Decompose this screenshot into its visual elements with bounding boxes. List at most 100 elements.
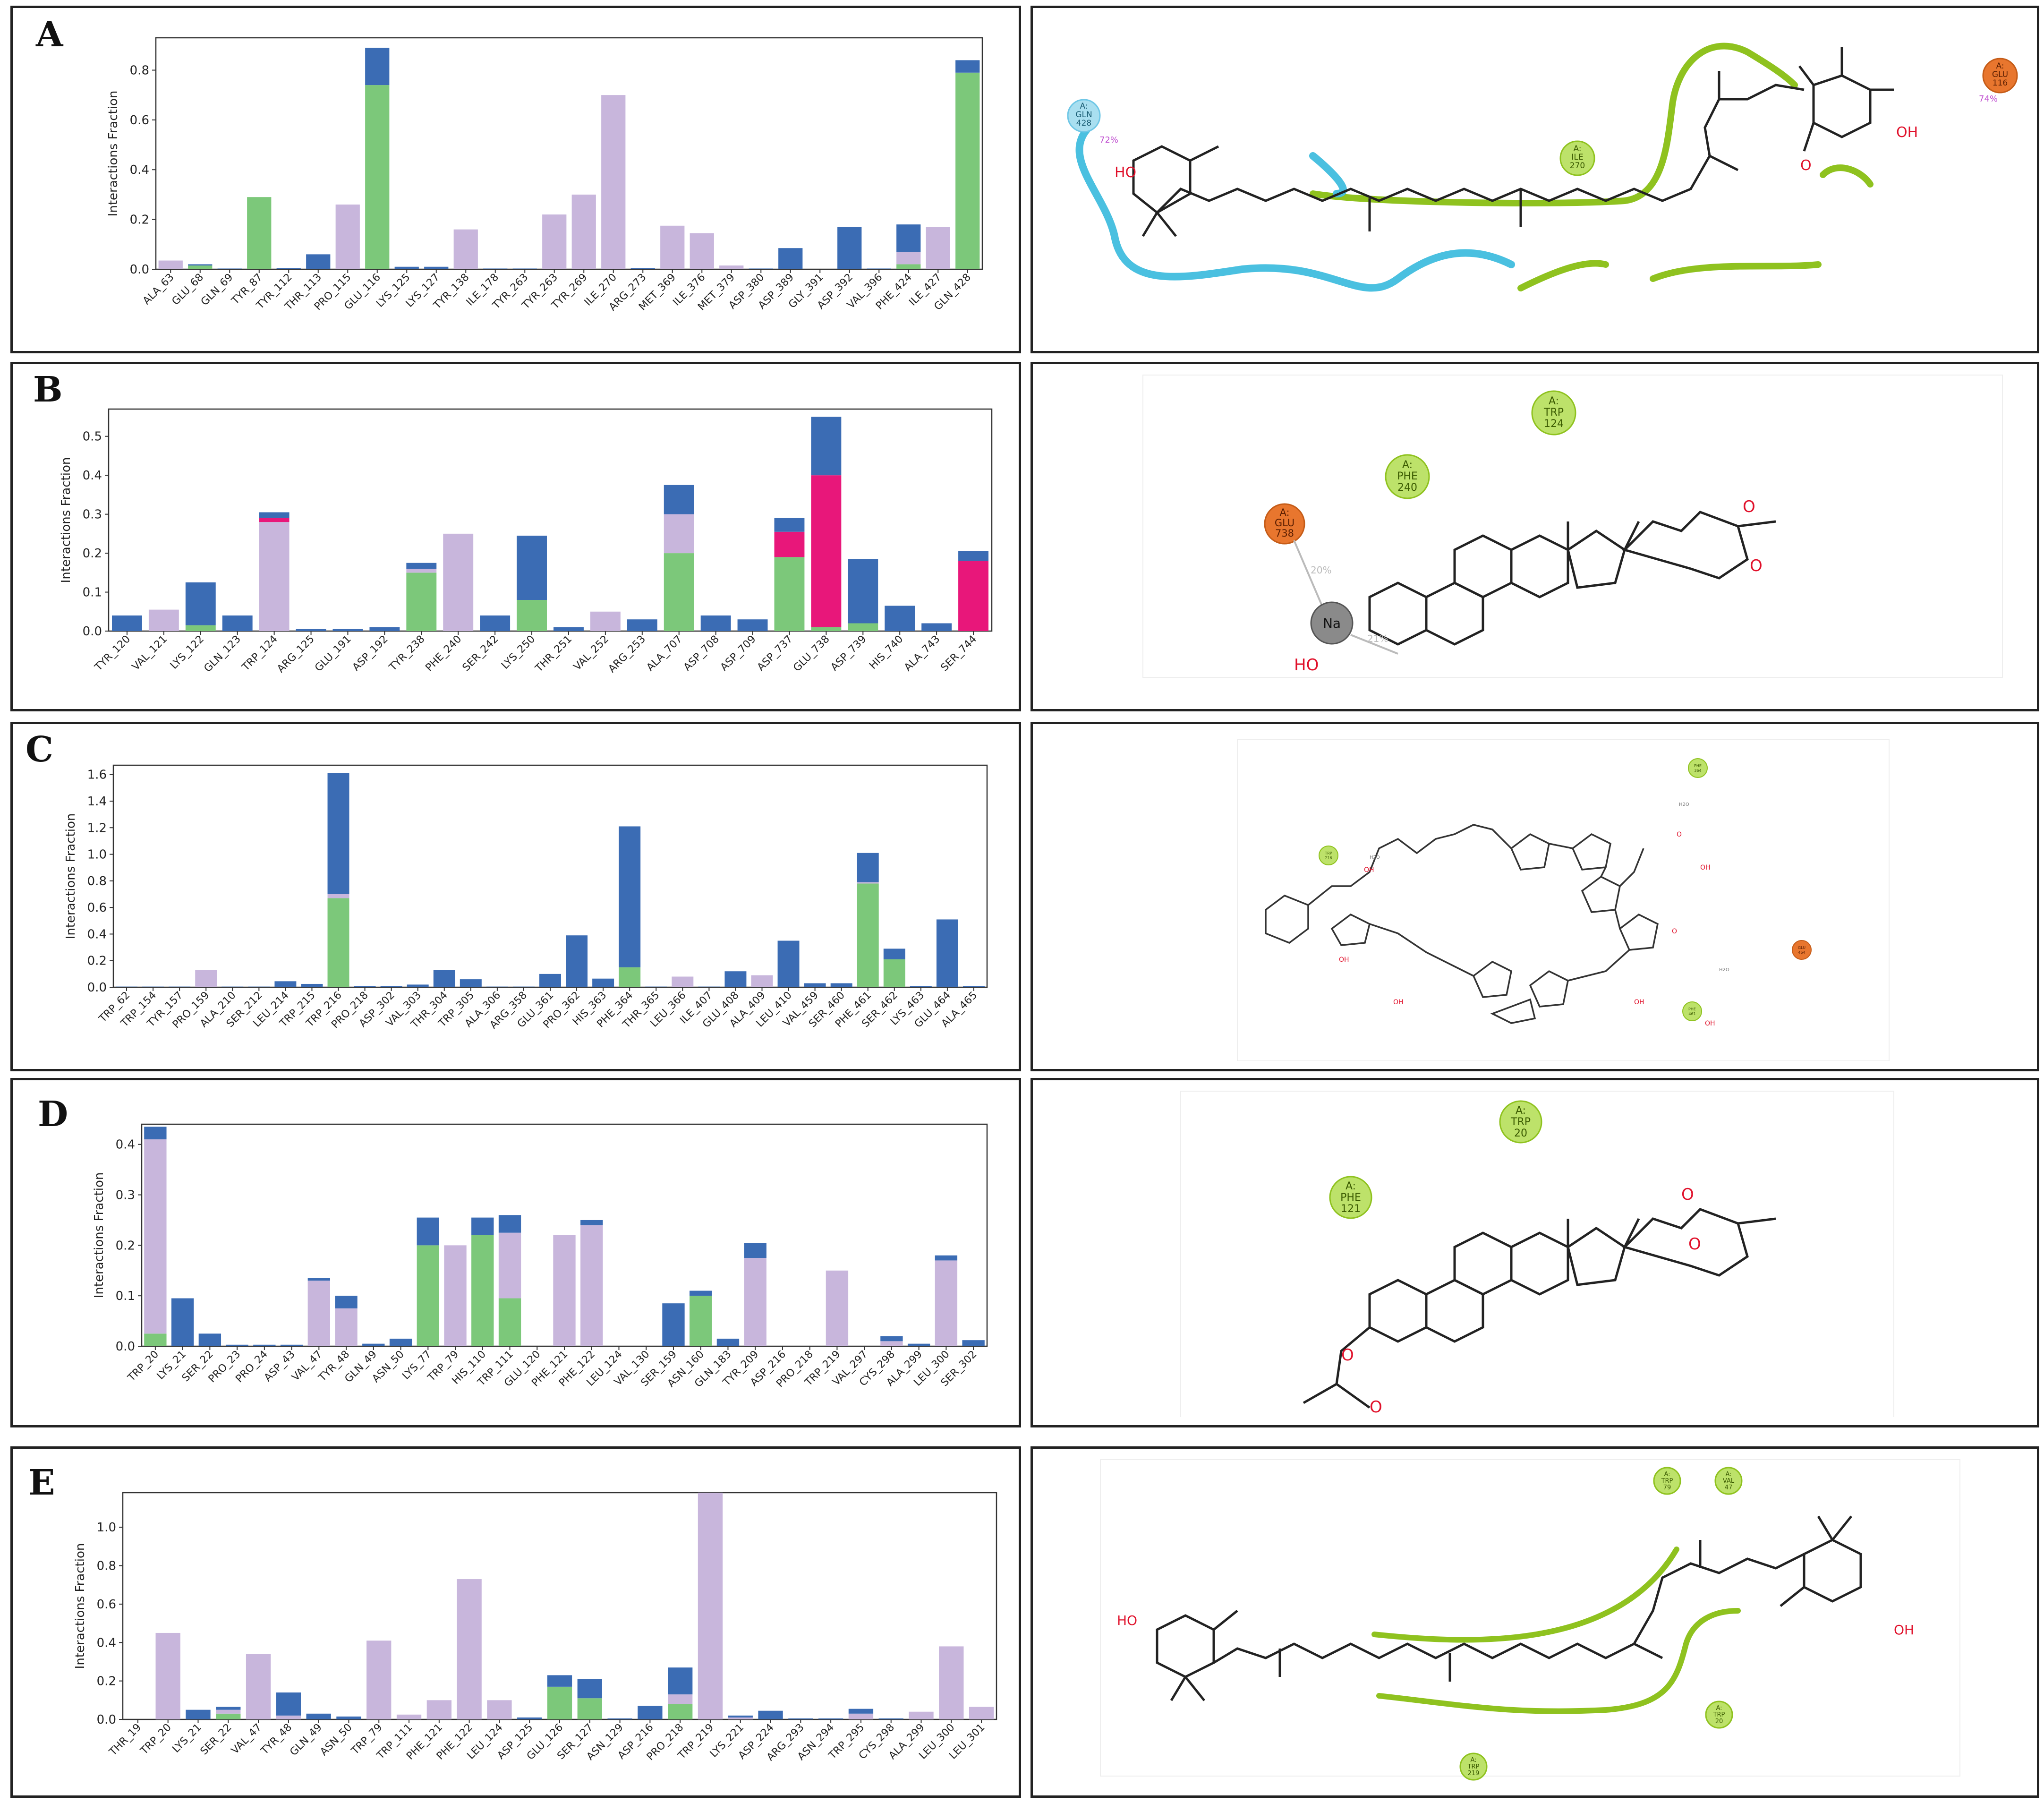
bar-segment-blue <box>749 268 773 269</box>
bar-segment-blue <box>716 1338 740 1346</box>
residue-label: 461 <box>1688 1012 1695 1016</box>
bar-segment-lilac <box>857 882 879 884</box>
bar-segment-blue <box>638 1706 663 1719</box>
bar-segment-green <box>811 627 842 631</box>
bar-segment-blue <box>276 268 301 269</box>
bar-segment-blue <box>857 853 879 882</box>
y-axis-label: Interactions Fraction <box>106 91 120 217</box>
residue-label: 219 <box>1468 1770 1480 1777</box>
bar-segment-lilac <box>571 194 596 269</box>
bar-segment-blue <box>935 1255 958 1261</box>
y-tick-label: 0.2 <box>97 1675 116 1689</box>
bar-segment-green <box>517 600 547 631</box>
ion-label: Na <box>1323 615 1341 631</box>
panel-d-ligand-diagram: A: TRP 20 A: PHE 121 O O O O <box>1180 1091 1894 1417</box>
atom-label: O <box>1688 1235 1701 1254</box>
residue-label: A: <box>1664 1471 1670 1478</box>
bar-segment-blue <box>896 224 921 252</box>
bar-segment-blue <box>547 1675 572 1687</box>
panel-e-bar-chart: 0.0 0.2 0.4 0.6 0.8 1.0 Interactions Fraction T… <box>73 1492 997 1763</box>
panel-label-d: D <box>38 1094 68 1135</box>
bar-segment-green <box>185 625 216 631</box>
bar-segment-blue <box>362 1343 385 1346</box>
bar-segment-blue <box>471 1217 494 1235</box>
bar-segment-lilac <box>926 227 950 269</box>
bar-segment-blue <box>276 1692 301 1716</box>
bar-segment-green <box>417 1245 439 1346</box>
bar-segment-blue <box>280 1344 303 1346</box>
atom-label: HO <box>1115 164 1136 181</box>
bar-segment-blue <box>848 559 878 624</box>
atom-label: O <box>1370 1398 1382 1417</box>
residue-val47-bubble <box>1714 1467 1743 1495</box>
bar-segment-lilac <box>553 1235 576 1346</box>
residue-label: GLN <box>1075 110 1092 120</box>
bar-segment-blue <box>848 1709 874 1714</box>
x-tick-label: ALA_743 <box>902 633 942 674</box>
x-tick-label: HIS_740 <box>867 633 905 672</box>
residue-label: TRP <box>1543 407 1564 419</box>
y-tick-label: 1.2 <box>87 821 107 835</box>
water-label: H2O <box>1719 967 1729 973</box>
atom-label: OH <box>1364 866 1374 874</box>
y-axis-label: Interactions Fraction <box>59 457 73 583</box>
interaction-percent: 20% <box>1311 564 1331 576</box>
bar-segment-blue <box>216 1707 241 1710</box>
x-tick-label: PHE_240 <box>423 633 464 674</box>
panel-b-ligand-diagram: A: GLU 738 20% Na 21% A: TRP 124 A: PHE … <box>1142 375 2003 678</box>
residue-label: A: <box>1516 1105 1526 1117</box>
bar-segment-blue <box>307 1278 330 1281</box>
y-tick-label: 0.6 <box>97 1598 116 1612</box>
residue-label: 124 <box>1544 418 1564 430</box>
residue-gln428-bubble <box>1067 99 1101 133</box>
bar-segment-blue <box>907 1343 930 1346</box>
atom-label: OH <box>1896 124 1918 141</box>
bar-segment-blue <box>460 979 482 987</box>
residue-label: PHE <box>1688 1007 1696 1011</box>
x-tick-label: TYR_120 <box>93 633 133 674</box>
atom-label: OH <box>1705 1020 1715 1027</box>
x-tick-label: GLU_738 <box>791 633 832 674</box>
atom-label: OH <box>1339 956 1349 964</box>
bar-segment-blue <box>880 1336 903 1342</box>
bar-segment-lilac <box>939 1646 964 1719</box>
bar-segment-lilac <box>744 1258 766 1346</box>
bar-segment-lilac <box>426 1700 451 1719</box>
atom-label: OH <box>1894 1622 1914 1638</box>
residue-glu116-bubble <box>1982 58 2018 94</box>
x-tick-label: ASP_739 <box>828 633 869 674</box>
y-tick-label: 0.4 <box>116 1138 135 1152</box>
panel-c-ligand-frame <box>1031 722 2039 1071</box>
bar-segment-blue <box>883 948 905 959</box>
residue-label: TRP <box>1510 1116 1531 1128</box>
residue-label: 216 <box>1325 856 1332 860</box>
x-tick-label: SER_242 <box>460 633 501 674</box>
residue-phe364-bubble <box>1688 758 1708 778</box>
bar-segment-lilac <box>826 1270 849 1346</box>
x-tick-label: GLU_191 <box>313 633 353 674</box>
residue-label: 121 <box>1341 1203 1361 1215</box>
bar-segment-green <box>883 959 905 987</box>
bar-segment-lilac <box>144 1139 167 1334</box>
bar-segment-blue <box>394 266 419 269</box>
x-tick-label: SER_744 <box>939 633 979 674</box>
x-tick-label: GLN_123 <box>202 633 243 675</box>
bar-segment-lilac <box>327 894 349 898</box>
x-tick-label: LYS_122 <box>168 633 206 672</box>
residue-label: A: <box>1725 1471 1731 1478</box>
x-tick-label: THR_251 <box>533 633 574 675</box>
bar-segment-blue <box>885 606 915 631</box>
residue-trp216-bubble <box>1319 846 1338 865</box>
bar-segment-blue <box>728 1715 753 1718</box>
bar-segment-blue <box>921 623 952 631</box>
interaction-percent: 21% <box>1367 633 1388 644</box>
bar-segment-blue <box>690 1290 712 1296</box>
bar-segment-lilac <box>896 252 921 265</box>
atom-label: OH <box>1634 999 1644 1006</box>
x-tick-label: TYR_48 <box>258 1722 294 1758</box>
bar-segment-blue <box>878 1718 903 1719</box>
bar-segment-blue <box>607 1718 632 1719</box>
x-tick-label: VAL_252 <box>571 633 611 673</box>
bar-segment-blue <box>662 1303 685 1346</box>
pocket-hydrophobic-outline <box>1371 1547 1679 1643</box>
